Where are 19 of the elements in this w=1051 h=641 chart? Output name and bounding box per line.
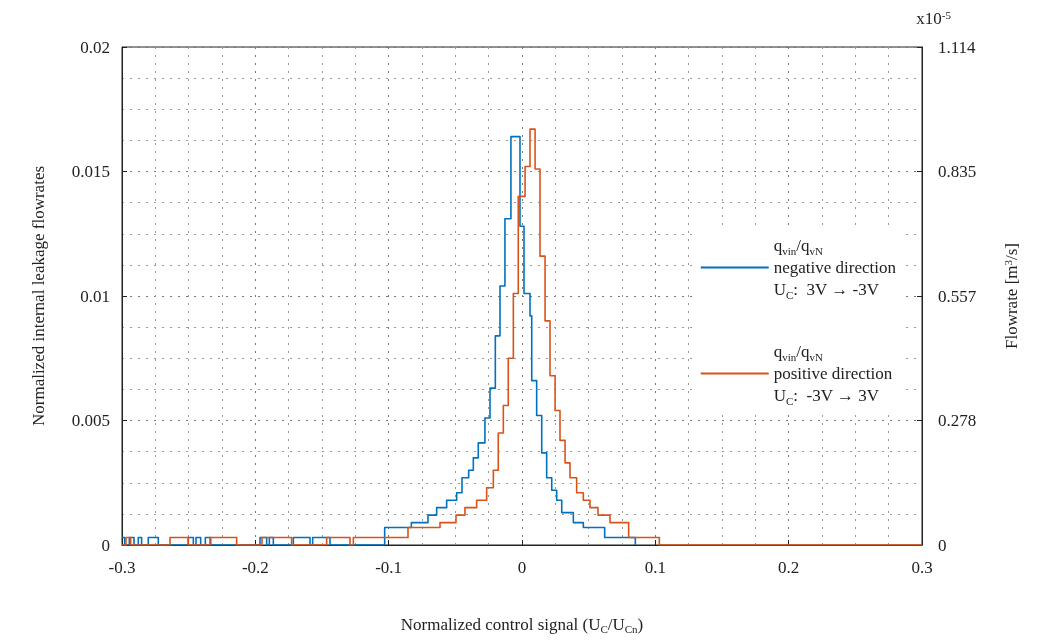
y-axis-title: Normalized internal leakage flowrates bbox=[29, 165, 48, 427]
x-tick-label: 0 bbox=[517, 558, 527, 577]
x-tick-label: -0.3 bbox=[108, 558, 136, 577]
y2-tick-label: 0 bbox=[938, 535, 947, 555]
x-tick-label: 0.2 bbox=[778, 558, 800, 577]
y2-tick-label: 0.278 bbox=[938, 411, 977, 431]
y-tick-label: 0.005 bbox=[71, 411, 110, 430]
y2-tick-label: 0.835 bbox=[938, 162, 977, 182]
y-tick-label: 0 bbox=[101, 535, 110, 555]
x-tick-label: 0.3 bbox=[911, 558, 933, 577]
y-tick-label: 0.015 bbox=[71, 162, 110, 181]
y2-tick-label: 1.114 bbox=[938, 37, 977, 57]
y-tick-label: 0.01 bbox=[80, 286, 110, 306]
y-tick-label: 0.02 bbox=[80, 37, 110, 57]
x-tick-label: 0.1 bbox=[644, 558, 666, 577]
y2-axis-title: Flowrate [m3/s] bbox=[1001, 242, 1021, 350]
x-tick-label: -0.1 bbox=[375, 558, 403, 577]
x-tick-label: -0.2 bbox=[241, 558, 269, 577]
y2-tick-label: 0.557 bbox=[938, 286, 977, 306]
